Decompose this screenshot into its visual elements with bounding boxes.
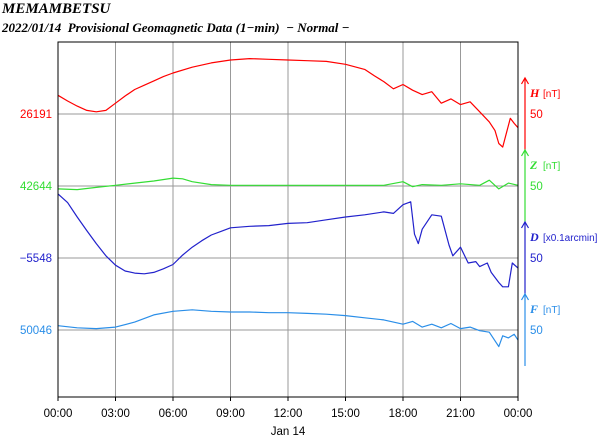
scale-arrow-d — [520, 220, 530, 229]
scale-arrow-h — [520, 76, 530, 85]
baseline-lines: 26191 42644 −5548 50046 — [20, 109, 518, 337]
baseline-label-f: 50046 — [20, 325, 52, 337]
component-unit-h: [nT] — [543, 89, 560, 100]
component-unit-z: [nT] — [543, 161, 560, 172]
x-tick-label-7: 21:00 — [446, 408, 475, 420]
x-tick-label-5: 15:00 — [331, 408, 360, 420]
scale-arrow-f — [520, 292, 530, 301]
station-title: MEMAMBETSU — [2, 1, 111, 17]
series-lines — [57, 57, 519, 348]
scale-arrow-z — [520, 148, 530, 157]
component-unit-d: [x0.1arcmin] — [543, 233, 598, 244]
series-line-z — [57, 177, 519, 191]
component-letter-d: D — [529, 230, 539, 244]
x-axis-label: Jan 14 — [271, 426, 306, 438]
x-tick-label-4: 12:00 — [274, 408, 303, 420]
series-line-h — [57, 57, 519, 148]
baseline-label-z: 42644 — [20, 181, 53, 193]
x-tick-label-6: 18:00 — [389, 408, 418, 420]
chart-subtitle: 2022/01/14 Provisional Geomagnetic Data … — [2, 20, 350, 35]
component-letter-h: H — [529, 86, 540, 100]
component-letter-f: F — [529, 302, 538, 316]
grid-lines — [115, 42, 461, 397]
scale-value-f: 50 — [530, 325, 543, 337]
x-tick-label-0: 00:00 — [44, 408, 73, 420]
component-unit-f: [nT] — [543, 305, 560, 316]
scale-value-z: 50 — [530, 181, 543, 193]
series-line-d — [57, 193, 519, 288]
x-tick-label-2: 06:00 — [159, 408, 188, 420]
baseline-label-h: 26191 — [20, 109, 52, 121]
x-tick-label-3: 09:00 — [216, 408, 245, 420]
component-letter-z: Z — [529, 158, 538, 172]
x-tick-label-1: 03:00 — [101, 408, 130, 420]
scale-bars: H [nT]50Z [nT]50D [x0.1arcmin]50F [nT]50 — [520, 76, 598, 366]
scale-value-d: 50 — [530, 253, 543, 265]
tick-labels: 00:00 03:00 06:00 09:00 12:00 15:00 18:00 21:00… — [44, 397, 533, 420]
x-tick-label-8: 00:00 — [504, 408, 533, 420]
scale-value-h: 50 — [530, 109, 543, 121]
series-line-f — [57, 309, 519, 348]
baseline-label-d: −5548 — [20, 253, 52, 265]
